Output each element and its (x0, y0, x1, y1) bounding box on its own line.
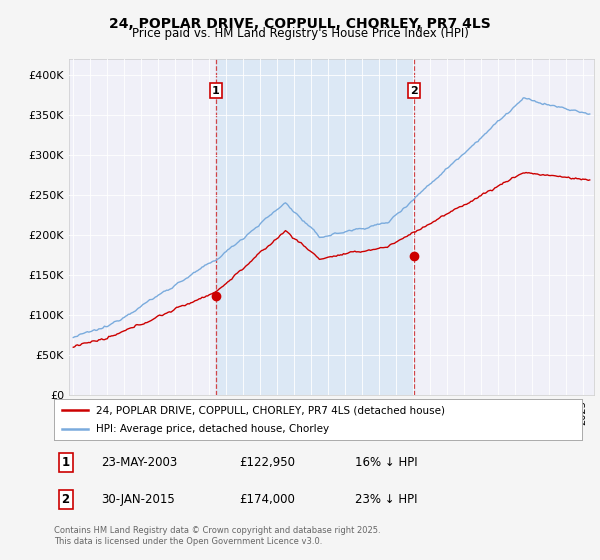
Text: £174,000: £174,000 (239, 493, 295, 506)
Text: 2: 2 (410, 86, 418, 96)
Text: 2: 2 (62, 493, 70, 506)
Text: Price paid vs. HM Land Registry's House Price Index (HPI): Price paid vs. HM Land Registry's House … (131, 27, 469, 40)
Text: 23-MAY-2003: 23-MAY-2003 (101, 456, 178, 469)
Text: HPI: Average price, detached house, Chorley: HPI: Average price, detached house, Chor… (96, 424, 329, 433)
Text: 23% ↓ HPI: 23% ↓ HPI (355, 493, 418, 506)
Text: 16% ↓ HPI: 16% ↓ HPI (355, 456, 418, 469)
Text: 1: 1 (62, 456, 70, 469)
Text: 1: 1 (212, 86, 220, 96)
Text: 30-JAN-2015: 30-JAN-2015 (101, 493, 175, 506)
Text: 24, POPLAR DRIVE, COPPULL, CHORLEY, PR7 4LS (detached house): 24, POPLAR DRIVE, COPPULL, CHORLEY, PR7 … (96, 405, 445, 415)
Text: £122,950: £122,950 (239, 456, 295, 469)
Text: 24, POPLAR DRIVE, COPPULL, CHORLEY, PR7 4LS: 24, POPLAR DRIVE, COPPULL, CHORLEY, PR7 … (109, 17, 491, 31)
Text: Contains HM Land Registry data © Crown copyright and database right 2025.
This d: Contains HM Land Registry data © Crown c… (54, 526, 380, 546)
Bar (216, 59, 414, 395)
